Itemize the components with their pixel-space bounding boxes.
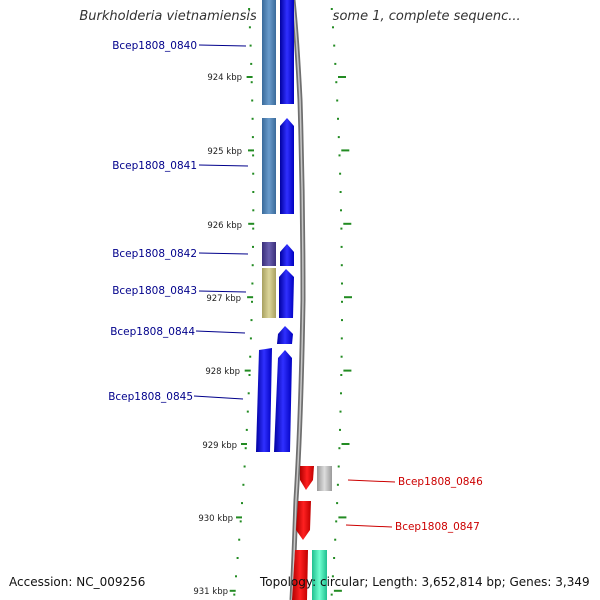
- cog-feature-0845: [256, 348, 272, 452]
- scale-label-929: 929 kbp: [202, 441, 237, 451]
- cog-feature-0843: [262, 268, 276, 318]
- scale-ticks: [229, 76, 352, 592]
- scale-label-928: 928 kbp: [205, 367, 240, 377]
- cds-arrow-0845: [274, 350, 292, 452]
- scale-label-926: 926 kbp: [207, 221, 242, 231]
- gene-label-0844[interactable]: Bcep1808_0844: [110, 326, 195, 338]
- scale-label-924: 924 kbp: [207, 73, 242, 83]
- gene-label-0845[interactable]: Bcep1808_0845: [108, 391, 193, 403]
- cds-arrow-0846: [300, 466, 314, 490]
- scale-label-927: 927 kbp: [206, 294, 241, 304]
- topology-label: Topology: circular; Length: 3,652,814 bp…: [260, 575, 590, 589]
- gene-label-0847[interactable]: Bcep1808_0847: [395, 521, 480, 533]
- cds-arrow-0847: [296, 501, 311, 540]
- cds-arrow-0848: [292, 550, 308, 600]
- cds-arrow-0841: [280, 118, 294, 214]
- backbone-highlight: [291, 0, 304, 600]
- cog-feature-0846: [317, 466, 332, 491]
- gene-label-0846[interactable]: Bcep1808_0846: [398, 476, 483, 488]
- gene-label-0840[interactable]: Bcep1808_0840: [112, 40, 197, 52]
- cds-arrow-0840: [280, 0, 294, 104]
- scale-label-930: 930 kbp: [198, 514, 233, 524]
- gene-label-0843[interactable]: Bcep1808_0843: [112, 285, 197, 297]
- cog-feature-0842: [262, 242, 276, 266]
- cog-feature-0848: [312, 550, 327, 600]
- gene-label-0842[interactable]: Bcep1808_0842: [112, 248, 197, 260]
- accession-label: Accession: NC_009256: [9, 575, 146, 589]
- cds-arrow-0844: [277, 326, 293, 344]
- cog-feature-0840: [262, 0, 276, 105]
- label-connectors: [193, 44, 396, 528]
- cog-feature-0841: [262, 118, 276, 214]
- scale-label-931: 931 kbp: [193, 587, 228, 597]
- cds-arrow-0843: [279, 269, 294, 318]
- scale-label-925: 925 kbp: [207, 147, 242, 157]
- cds-arrow-0842: [280, 244, 294, 266]
- gene-label-0841[interactable]: Bcep1808_0841: [112, 160, 197, 172]
- dotted-guide-circles: [233, 8, 343, 596]
